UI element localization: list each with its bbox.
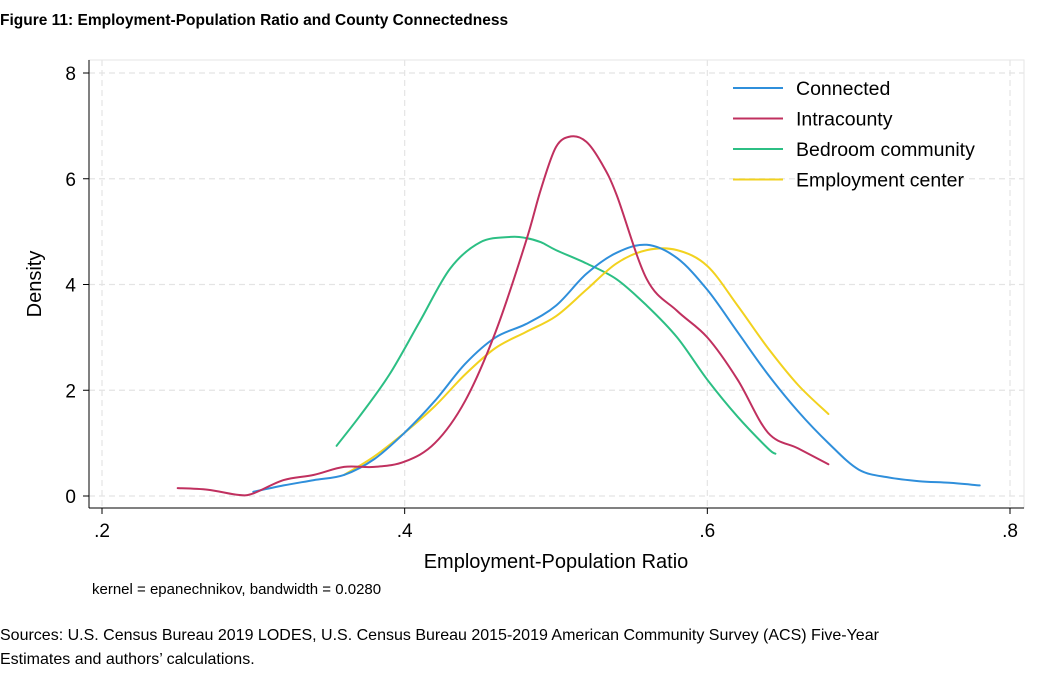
x-tick-label: .2	[94, 521, 110, 542]
y-tick-label: 2	[65, 381, 76, 402]
legend: Connected Intracounty Bedroom community Emp…	[733, 78, 975, 192]
y-axis-label: Density	[24, 251, 46, 318]
series-line-bedroom-community	[335, 235, 777, 455]
series-line-employment-center	[343, 247, 830, 476]
sources-line-2: Estimates and authors’ calculations.	[0, 651, 255, 668]
legend-label: Connected	[796, 78, 890, 100]
figure-title: Figure 11: Employment-Population Ratio a…	[0, 12, 509, 29]
series-line-intracounty	[176, 135, 830, 497]
sources-note: Sources: U.S. Census Bureau 2019 LODES, …	[0, 624, 1040, 672]
x-tick-label: .8	[1002, 521, 1018, 542]
series-line-connected	[252, 243, 981, 493]
legend-label: Employment center	[796, 170, 964, 192]
y-tick-label: 0	[65, 487, 76, 508]
legend-label: Bedroom community	[796, 139, 975, 161]
tick-marks-and-labels: 0 2 4 6 8 .2 .4 .6 .8	[65, 64, 1018, 542]
x-tick-label: .4	[397, 521, 413, 542]
kernel-note: kernel = epanechnikov, bandwidth = 0.028…	[92, 581, 381, 598]
y-tick-label: 6	[65, 170, 76, 191]
x-axis-label: Employment-Population Ratio	[424, 551, 689, 573]
sources-line-1: Sources: U.S. Census Bureau 2019 LODES, …	[0, 627, 879, 644]
y-tick-label: 4	[65, 276, 76, 297]
legend-label: Intracounty	[796, 109, 893, 131]
density-lines	[176, 135, 981, 497]
x-tick-label: .6	[699, 521, 715, 542]
y-tick-label: 8	[65, 64, 76, 85]
